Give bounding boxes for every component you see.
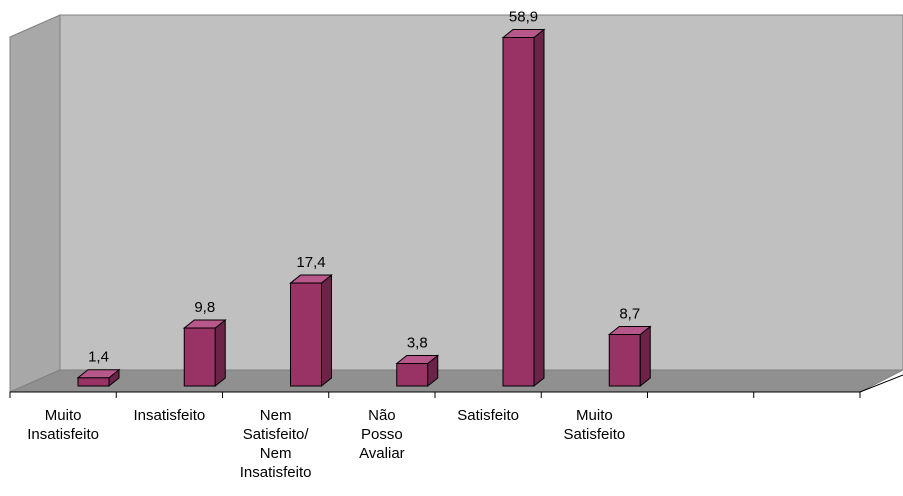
bar-top [76, 369, 121, 379]
bar-front [608, 334, 641, 387]
x-tick-label: Muito Insatisfeito [27, 407, 99, 443]
x-tick-label-line: Avaliar [359, 445, 405, 462]
bar-side [639, 325, 651, 388]
value-label: 8,7 [619, 306, 640, 323]
bar-top [395, 355, 440, 365]
bar-top [607, 326, 652, 336]
x-tick-label-line: Muito [45, 407, 82, 424]
value-label: 17,4 [296, 254, 325, 271]
x-tick-label-line: Insatisfeito [27, 426, 99, 443]
bar-front [183, 327, 216, 387]
floor [9, 369, 903, 393]
x-axis-depth [859, 374, 903, 393]
bar [607, 325, 652, 388]
x-tick-label-line: Satisfeito/ [243, 426, 310, 443]
x-tick-label: Nem Satisfeito/Nem Insatisfeito [240, 407, 312, 481]
side-wall [9, 14, 61, 393]
bar [182, 318, 227, 388]
x-tick-label: Insatisfeito [134, 407, 206, 424]
bar-side [214, 318, 226, 388]
bar-top [289, 274, 333, 284]
value-label: 3,8 [407, 335, 428, 352]
x-tick-label-line: Satisfeito [457, 407, 519, 424]
bar-side [321, 274, 332, 388]
x-tick-label: Não Posso Avaliar [359, 407, 405, 462]
bar-front [502, 37, 535, 387]
x-tick-label-line: Nem [260, 445, 292, 462]
value-label: 9,8 [194, 299, 215, 316]
bar [395, 354, 440, 388]
x-tick-label-line: Nem [260, 407, 292, 424]
bar [76, 368, 121, 388]
bar-front [290, 282, 322, 387]
bar [501, 28, 546, 388]
x-tick-label-line: Não [368, 407, 396, 424]
bar [289, 274, 333, 388]
x-tick-label-line: Muito [576, 407, 613, 424]
bar-front [77, 377, 110, 387]
x-tick-label-line: Insatisfeito [134, 407, 206, 424]
bar-top [501, 29, 546, 39]
x-tick-label-line: Insatisfeito [240, 464, 312, 481]
value-label: 58,9 [509, 9, 538, 26]
bar-side [533, 28, 545, 388]
x-tick-label-line: Satisfeito [564, 426, 626, 443]
value-label: 1,4 [88, 349, 109, 366]
x-tick-label: Muito Satisfeito [564, 407, 626, 443]
bar-front [396, 363, 429, 387]
x-tick-label: Satisfeito [457, 407, 519, 424]
bar-top [182, 319, 227, 329]
back-wall [59, 14, 903, 371]
x-tick-label-line: Posso [361, 426, 403, 443]
